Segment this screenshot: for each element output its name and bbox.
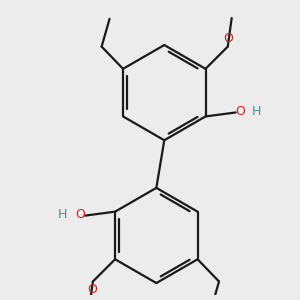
Text: H: H bbox=[58, 208, 68, 221]
Text: H: H bbox=[251, 105, 261, 118]
Text: O: O bbox=[224, 32, 233, 45]
Text: O: O bbox=[87, 283, 97, 296]
Text: O: O bbox=[75, 208, 85, 221]
Text: O: O bbox=[236, 105, 245, 118]
